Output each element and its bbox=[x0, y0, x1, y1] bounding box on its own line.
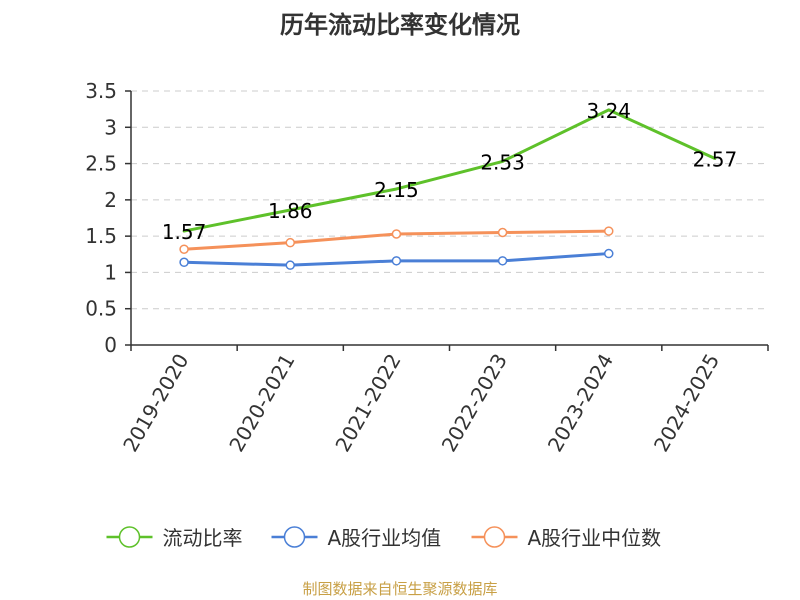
x-tick-label: 2021-2022 bbox=[330, 350, 405, 456]
series-group bbox=[179, 108, 717, 270]
y-tick-label: 1.5 bbox=[85, 224, 117, 248]
data-label: 2.57 bbox=[693, 147, 738, 171]
y-tick-label: 2.5 bbox=[85, 152, 117, 176]
data-label: 3.24 bbox=[586, 99, 631, 123]
x-tick-label: 2019-2020 bbox=[118, 350, 193, 456]
source-note: 制图数据来自恒生聚源数据库 bbox=[302, 580, 497, 598]
data-point bbox=[497, 256, 508, 266]
y-tick-label: 0 bbox=[104, 333, 117, 357]
y-tick-label: 1 bbox=[104, 260, 117, 284]
data-label: 1.57 bbox=[162, 220, 207, 244]
series-line bbox=[182, 108, 717, 233]
data-point bbox=[179, 257, 189, 268]
chart-title: 历年流动比率变化情况 bbox=[280, 11, 520, 39]
y-tick-label: 3 bbox=[104, 115, 117, 139]
data-point bbox=[497, 227, 508, 238]
y-tick-label: 0.5 bbox=[85, 297, 117, 321]
legend-marker bbox=[483, 526, 506, 548]
data-point bbox=[604, 226, 614, 236]
data-point bbox=[391, 229, 402, 239]
data-labels: 1.57 1.86 2.15 2.53 3.24 2.57 bbox=[162, 99, 737, 244]
y-tick-label: 3.5 bbox=[85, 79, 117, 103]
x-tick-label: 2020-2021 bbox=[224, 350, 299, 456]
x-tick-label: 2022-2023 bbox=[437, 350, 512, 456]
legend: 流动比率 A股行业均值 A股行业中位数 bbox=[106, 526, 662, 550]
legend-label: A股行业均值 bbox=[328, 526, 442, 550]
x-tick-label: 2023-2024 bbox=[543, 350, 618, 456]
legend-label: A股行业中位数 bbox=[528, 526, 662, 550]
data-point bbox=[391, 256, 402, 266]
legend-label: 流动比率 bbox=[163, 526, 243, 550]
grid-lines bbox=[131, 90, 768, 310]
data-point bbox=[179, 244, 189, 254]
data-label: 2.53 bbox=[480, 150, 525, 174]
data-label: 2.15 bbox=[374, 178, 419, 202]
data-label: 1.86 bbox=[268, 199, 313, 223]
legend-marker bbox=[283, 526, 306, 548]
data-point bbox=[285, 260, 295, 270]
data-point bbox=[604, 248, 614, 259]
data-point bbox=[285, 237, 295, 248]
legend-marker bbox=[118, 526, 141, 548]
y-tick-label: 2 bbox=[104, 188, 117, 212]
x-tick-label: 2024-2025 bbox=[649, 350, 724, 456]
